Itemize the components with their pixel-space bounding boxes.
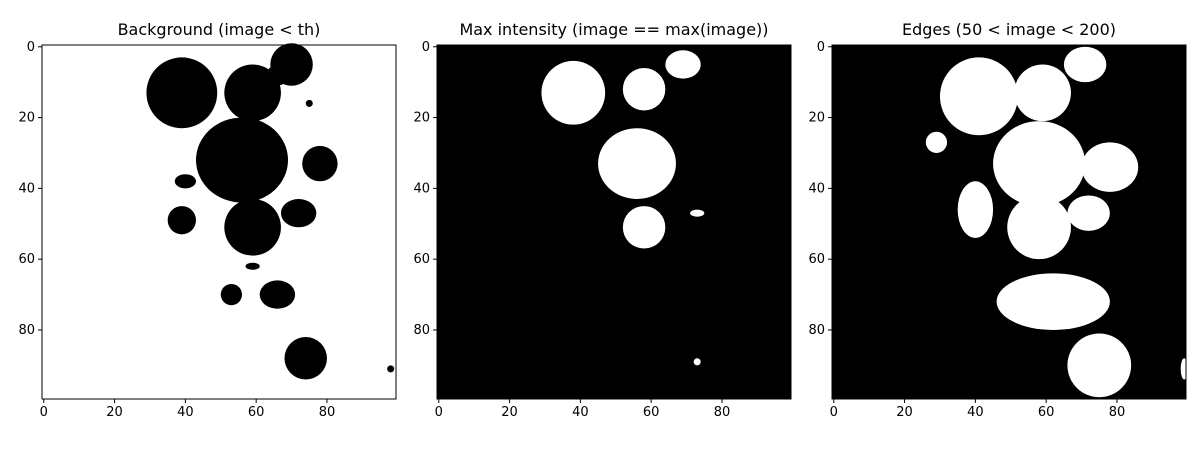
background-xtick-label-0: 0 xyxy=(40,405,48,420)
max-intensity-ytick-label-80: 80 xyxy=(413,323,430,338)
background-region-1 xyxy=(224,64,281,122)
background-region-5 xyxy=(195,117,289,203)
edges-region-10 xyxy=(925,131,948,153)
edges-region-8 xyxy=(996,273,1110,330)
background-xtick-label-20: 20 xyxy=(106,405,123,420)
edges-region-2 xyxy=(1063,46,1107,83)
max-intensity-panel: Max intensity (image == max(image)) 0 20 40… xyxy=(413,20,792,420)
background-region-6 xyxy=(302,145,338,182)
background-frame xyxy=(41,44,397,400)
edges-xtick-label-40: 40 xyxy=(967,405,984,420)
max-intensity-xtick-label-60: 60 xyxy=(643,405,660,420)
max-intensity-region-2 xyxy=(665,50,701,79)
edges-title: Edges (50 < image < 200) xyxy=(902,20,1116,39)
edges-xtick-label-60: 60 xyxy=(1038,405,1055,420)
edges-ytick-label-0: 0 xyxy=(817,40,825,55)
max-intensity-region-3 xyxy=(598,128,676,199)
background-region-4 xyxy=(305,99,313,107)
background-ytick-label-60: 60 xyxy=(18,252,35,267)
max-intensity-region-5 xyxy=(690,209,705,217)
max-intensity-ytick-label-20: 20 xyxy=(413,111,430,126)
background-region-0 xyxy=(146,57,218,129)
background-region-7 xyxy=(174,174,196,189)
edges-region-11 xyxy=(1180,358,1188,380)
edges-region-1 xyxy=(1014,64,1071,122)
edges-ytick-label-80: 80 xyxy=(808,323,825,338)
max-intensity-region-1 xyxy=(622,68,666,111)
edges-xtick-label-0: 0 xyxy=(830,405,838,420)
edges-frame xyxy=(831,44,1187,400)
edges-region-4 xyxy=(1081,142,1139,192)
background-region-9 xyxy=(224,198,281,256)
background-xtick-label-80: 80 xyxy=(319,405,336,420)
edges-ytick-label-60: 60 xyxy=(808,252,825,267)
edges-xtick-label-20: 20 xyxy=(896,405,913,420)
background-region-11 xyxy=(245,262,260,270)
edges-region-7 xyxy=(1067,195,1110,231)
edges-region-0 xyxy=(939,57,1018,136)
background-region-14 xyxy=(284,337,327,380)
max-intensity-title: Max intensity (image == max(image)) xyxy=(459,20,768,39)
background-plot-area xyxy=(42,45,396,399)
max-intensity-frame xyxy=(436,44,792,400)
max-intensity-region-6 xyxy=(693,358,701,366)
background-region-10 xyxy=(280,198,317,228)
max-intensity-xtick-label-0: 0 xyxy=(435,405,443,420)
edges-region-9 xyxy=(1067,333,1132,398)
edges-xtick-label-80: 80 xyxy=(1109,405,1126,420)
max-intensity-region-4 xyxy=(622,206,666,249)
max-intensity-plot-area xyxy=(437,45,791,399)
edges-ytick-label-20: 20 xyxy=(808,111,825,126)
edges-region-5 xyxy=(957,181,994,238)
background-title: Background (image < th) xyxy=(118,20,321,39)
background-panel: Background (image < th) 0 20 40 60 80 0 20 40 60 8… xyxy=(18,20,397,420)
max-intensity-ytick-label-0: 0 xyxy=(422,40,430,55)
background-region-15 xyxy=(387,365,395,373)
background-ytick-label-40: 40 xyxy=(18,181,35,196)
edges-region-6 xyxy=(1007,195,1071,260)
max-intensity-xtick-label-80: 80 xyxy=(714,405,731,420)
edges-region-3 xyxy=(993,121,1086,207)
max-intensity-region-0 xyxy=(541,60,606,125)
max-intensity-ytick-label-60: 60 xyxy=(413,252,430,267)
background-region-13 xyxy=(259,280,296,309)
max-intensity-xtick-label-20: 20 xyxy=(501,405,518,420)
background-xtick-label-40: 40 xyxy=(177,405,194,420)
background-region-3 xyxy=(266,64,289,86)
background-ytick-label-0: 0 xyxy=(27,40,35,55)
edges-ytick-label-40: 40 xyxy=(808,181,825,196)
background-region-8 xyxy=(167,206,196,235)
max-intensity-ytick-label-40: 40 xyxy=(413,181,430,196)
max-intensity-xtick-label-40: 40 xyxy=(572,405,589,420)
background-xtick-label-60: 60 xyxy=(248,405,265,420)
background-ytick-label-80: 80 xyxy=(18,323,35,338)
background-ytick-label-20: 20 xyxy=(18,111,35,126)
background-region-12 xyxy=(220,283,243,306)
edges-panel: Edges (50 < image < 200) 0 20 40 60 80 0 20 40 60… xyxy=(808,20,1188,420)
